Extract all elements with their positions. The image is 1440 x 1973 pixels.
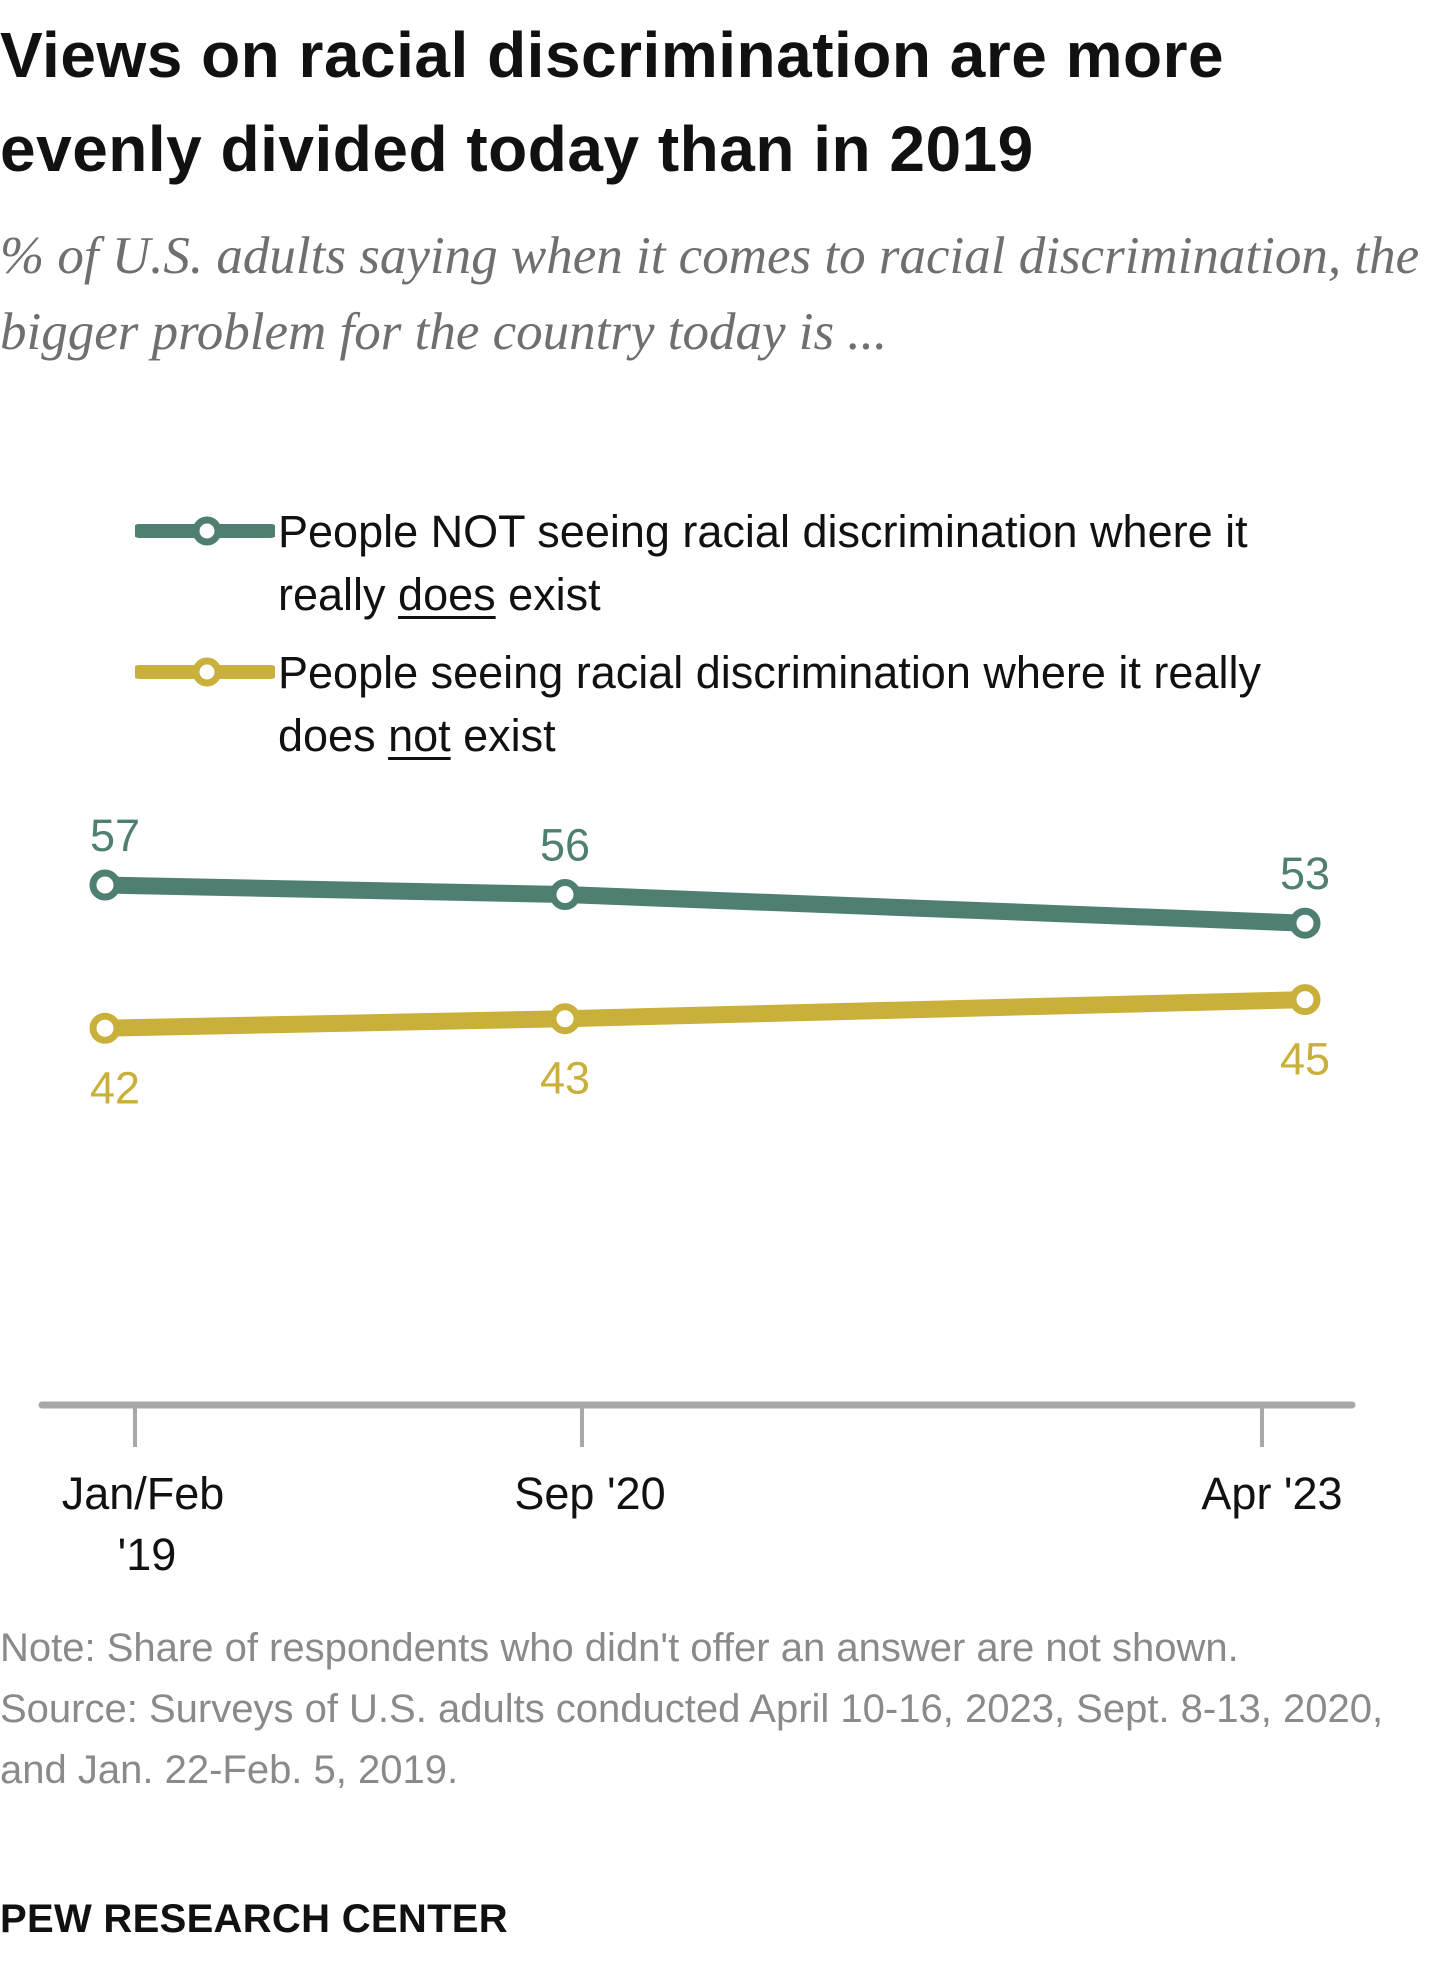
data-point-marker: [549, 1003, 581, 1035]
data-point-marker: [89, 869, 121, 901]
legend-text: People seeing racial discrimination wher…: [278, 647, 1261, 761]
brand-logo-text: PEW RESEARCH CENTER: [0, 1897, 508, 1941]
series-line-not-seeing: [104, 876, 1306, 932]
legend-swatch-gold-icon: [135, 657, 275, 687]
chart-title: Views on racial discrimination are more …: [0, 19, 1225, 185]
line-chart: Jan/Feb '19 Sep '20 Apr '23 57 56 53 42 43 45: [38, 810, 1356, 1580]
series-line-seeing: [104, 991, 1306, 1037]
x-tick-label: Sep '20: [514, 1468, 665, 1519]
data-label: 53: [1280, 848, 1330, 899]
chart-notes: Note: Share of respondents who didn't of…: [0, 1618, 1420, 1801]
legend-item-seeing: People seeing racial discrimination wher…: [135, 641, 1335, 767]
data-label: 56: [540, 820, 590, 871]
legend-text: exist: [450, 710, 556, 761]
chart-subtitle: % of U.S. adults saying when it comes to…: [0, 227, 1420, 361]
data-point-marker: [549, 879, 581, 911]
legend-emphasis: not: [388, 710, 451, 761]
legend-swatch-teal-icon: [135, 516, 275, 546]
x-tick-label: '19: [118, 1529, 177, 1580]
data-label: 42: [90, 1062, 140, 1113]
x-tick-label: Apr '23: [1201, 1468, 1342, 1519]
legend-emphasis: does: [398, 569, 496, 620]
data-point-marker: [1289, 907, 1321, 939]
source-text: Source: Surveys of U.S. adults conducted…: [0, 1687, 1384, 1792]
legend-text: exist: [495, 569, 601, 620]
data-point-marker: [1289, 984, 1321, 1016]
legend: People NOT seeing racial discrimination …: [135, 500, 1335, 782]
legend-label-seeing: People seeing racial discrimination wher…: [278, 647, 1261, 761]
data-label: 57: [90, 810, 140, 861]
data-point-marker: [89, 1012, 121, 1044]
data-label: 43: [540, 1053, 590, 1104]
legend-label-not-seeing: People NOT seeing racial discrimination …: [278, 506, 1248, 620]
legend-item-not-seeing: People NOT seeing racial discrimination …: [135, 500, 1335, 626]
data-label: 45: [1280, 1034, 1330, 1085]
x-tick-label: Jan/Feb: [62, 1468, 225, 1519]
note-text: Note: Share of respondents who didn't of…: [0, 1626, 1239, 1670]
legend-text: People NOT seeing racial discrimination …: [278, 506, 1248, 620]
